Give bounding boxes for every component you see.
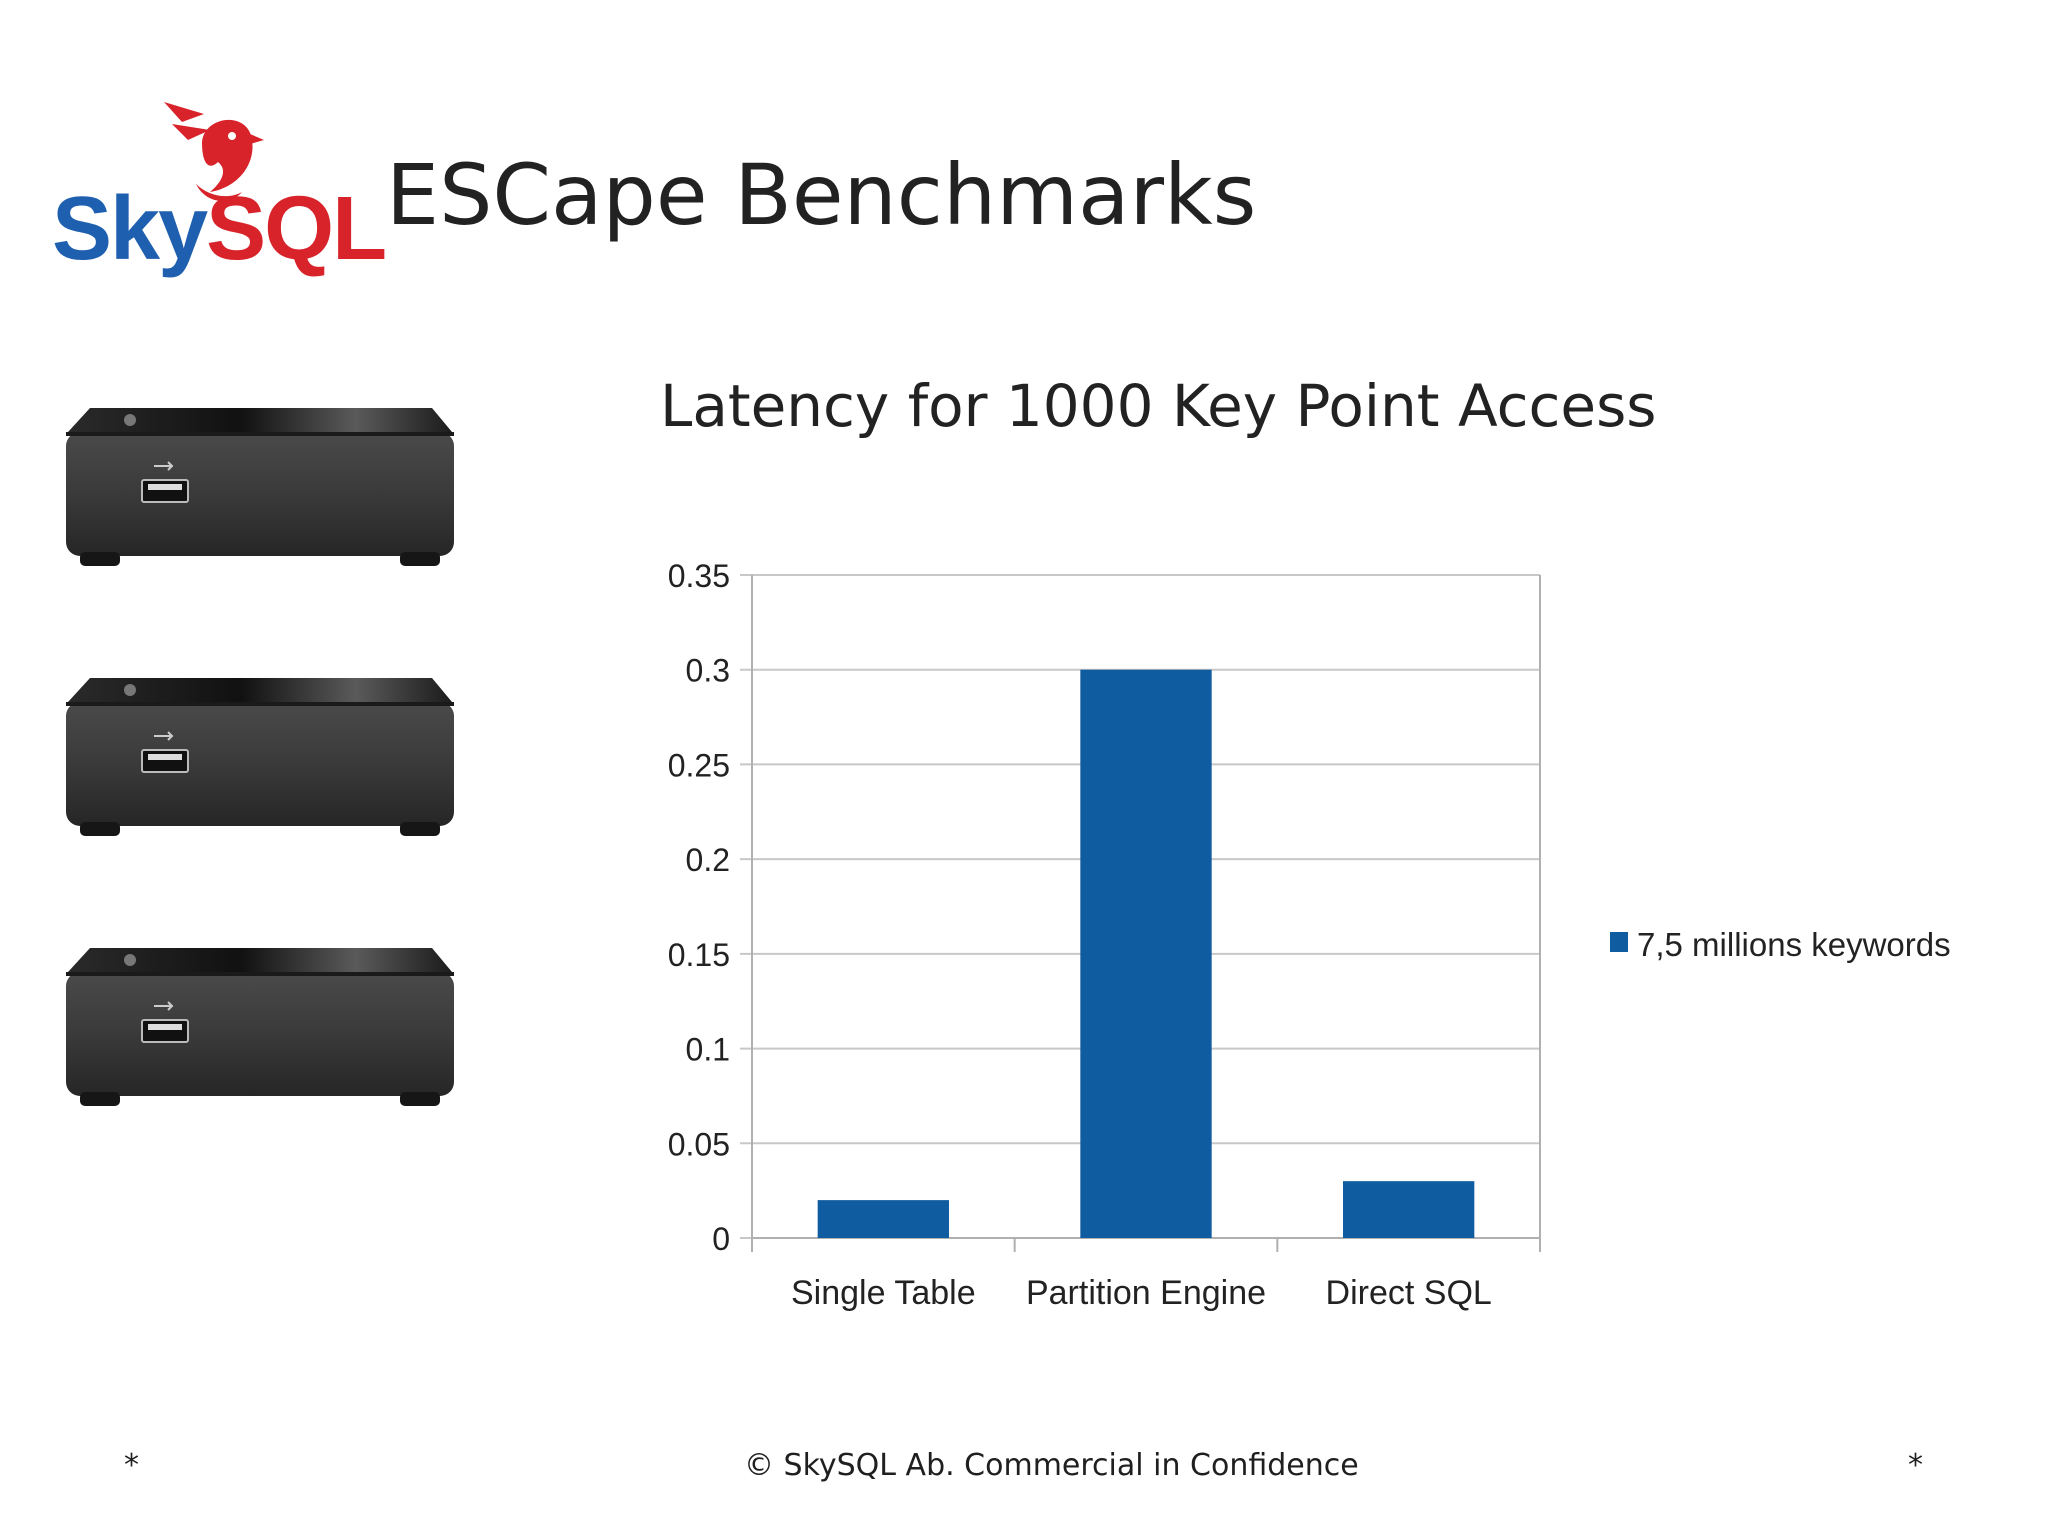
x-tick-label: Single Table bbox=[791, 1274, 976, 1312]
legend-label: 7,5 millions keywords bbox=[1637, 926, 1951, 963]
footer-left-marker: * bbox=[124, 1448, 139, 1483]
logo-sky-text: Sky bbox=[52, 179, 208, 279]
y-tick-label: 0.3 bbox=[686, 653, 730, 689]
legend-swatch bbox=[1610, 932, 1628, 952]
y-tick-label: 0.15 bbox=[668, 937, 730, 973]
bar bbox=[1080, 669, 1212, 1238]
x-tick-label: Partition Engine bbox=[1026, 1274, 1266, 1312]
footer-copyright: © SkySQL Ab. Commercial in Confidence bbox=[744, 1448, 1359, 1483]
y-tick-label: 0.05 bbox=[668, 1126, 730, 1162]
footer-right-marker: * bbox=[1908, 1448, 1923, 1483]
bar bbox=[1343, 1181, 1475, 1238]
skysql-logo: SkySQL bbox=[48, 96, 387, 286]
y-tick-label: 0 bbox=[712, 1221, 730, 1257]
logo-wordmark: SkySQL bbox=[52, 178, 387, 281]
chart-title: Latency for 1000 Key Point Access bbox=[660, 372, 1657, 440]
y-tick-label: 0.1 bbox=[686, 1032, 730, 1068]
bar bbox=[817, 1200, 949, 1238]
logo-sql-text: SQL bbox=[206, 179, 387, 279]
y-tick-label: 0.25 bbox=[668, 747, 730, 783]
bird-logo-icon bbox=[164, 102, 264, 202]
x-tick-label: Direct SQL bbox=[1326, 1274, 1492, 1312]
slide-title: ESCape Benchmarks bbox=[386, 146, 1257, 244]
y-tick-label: 0.2 bbox=[686, 842, 730, 878]
y-tick-label: 0.35 bbox=[668, 558, 730, 594]
